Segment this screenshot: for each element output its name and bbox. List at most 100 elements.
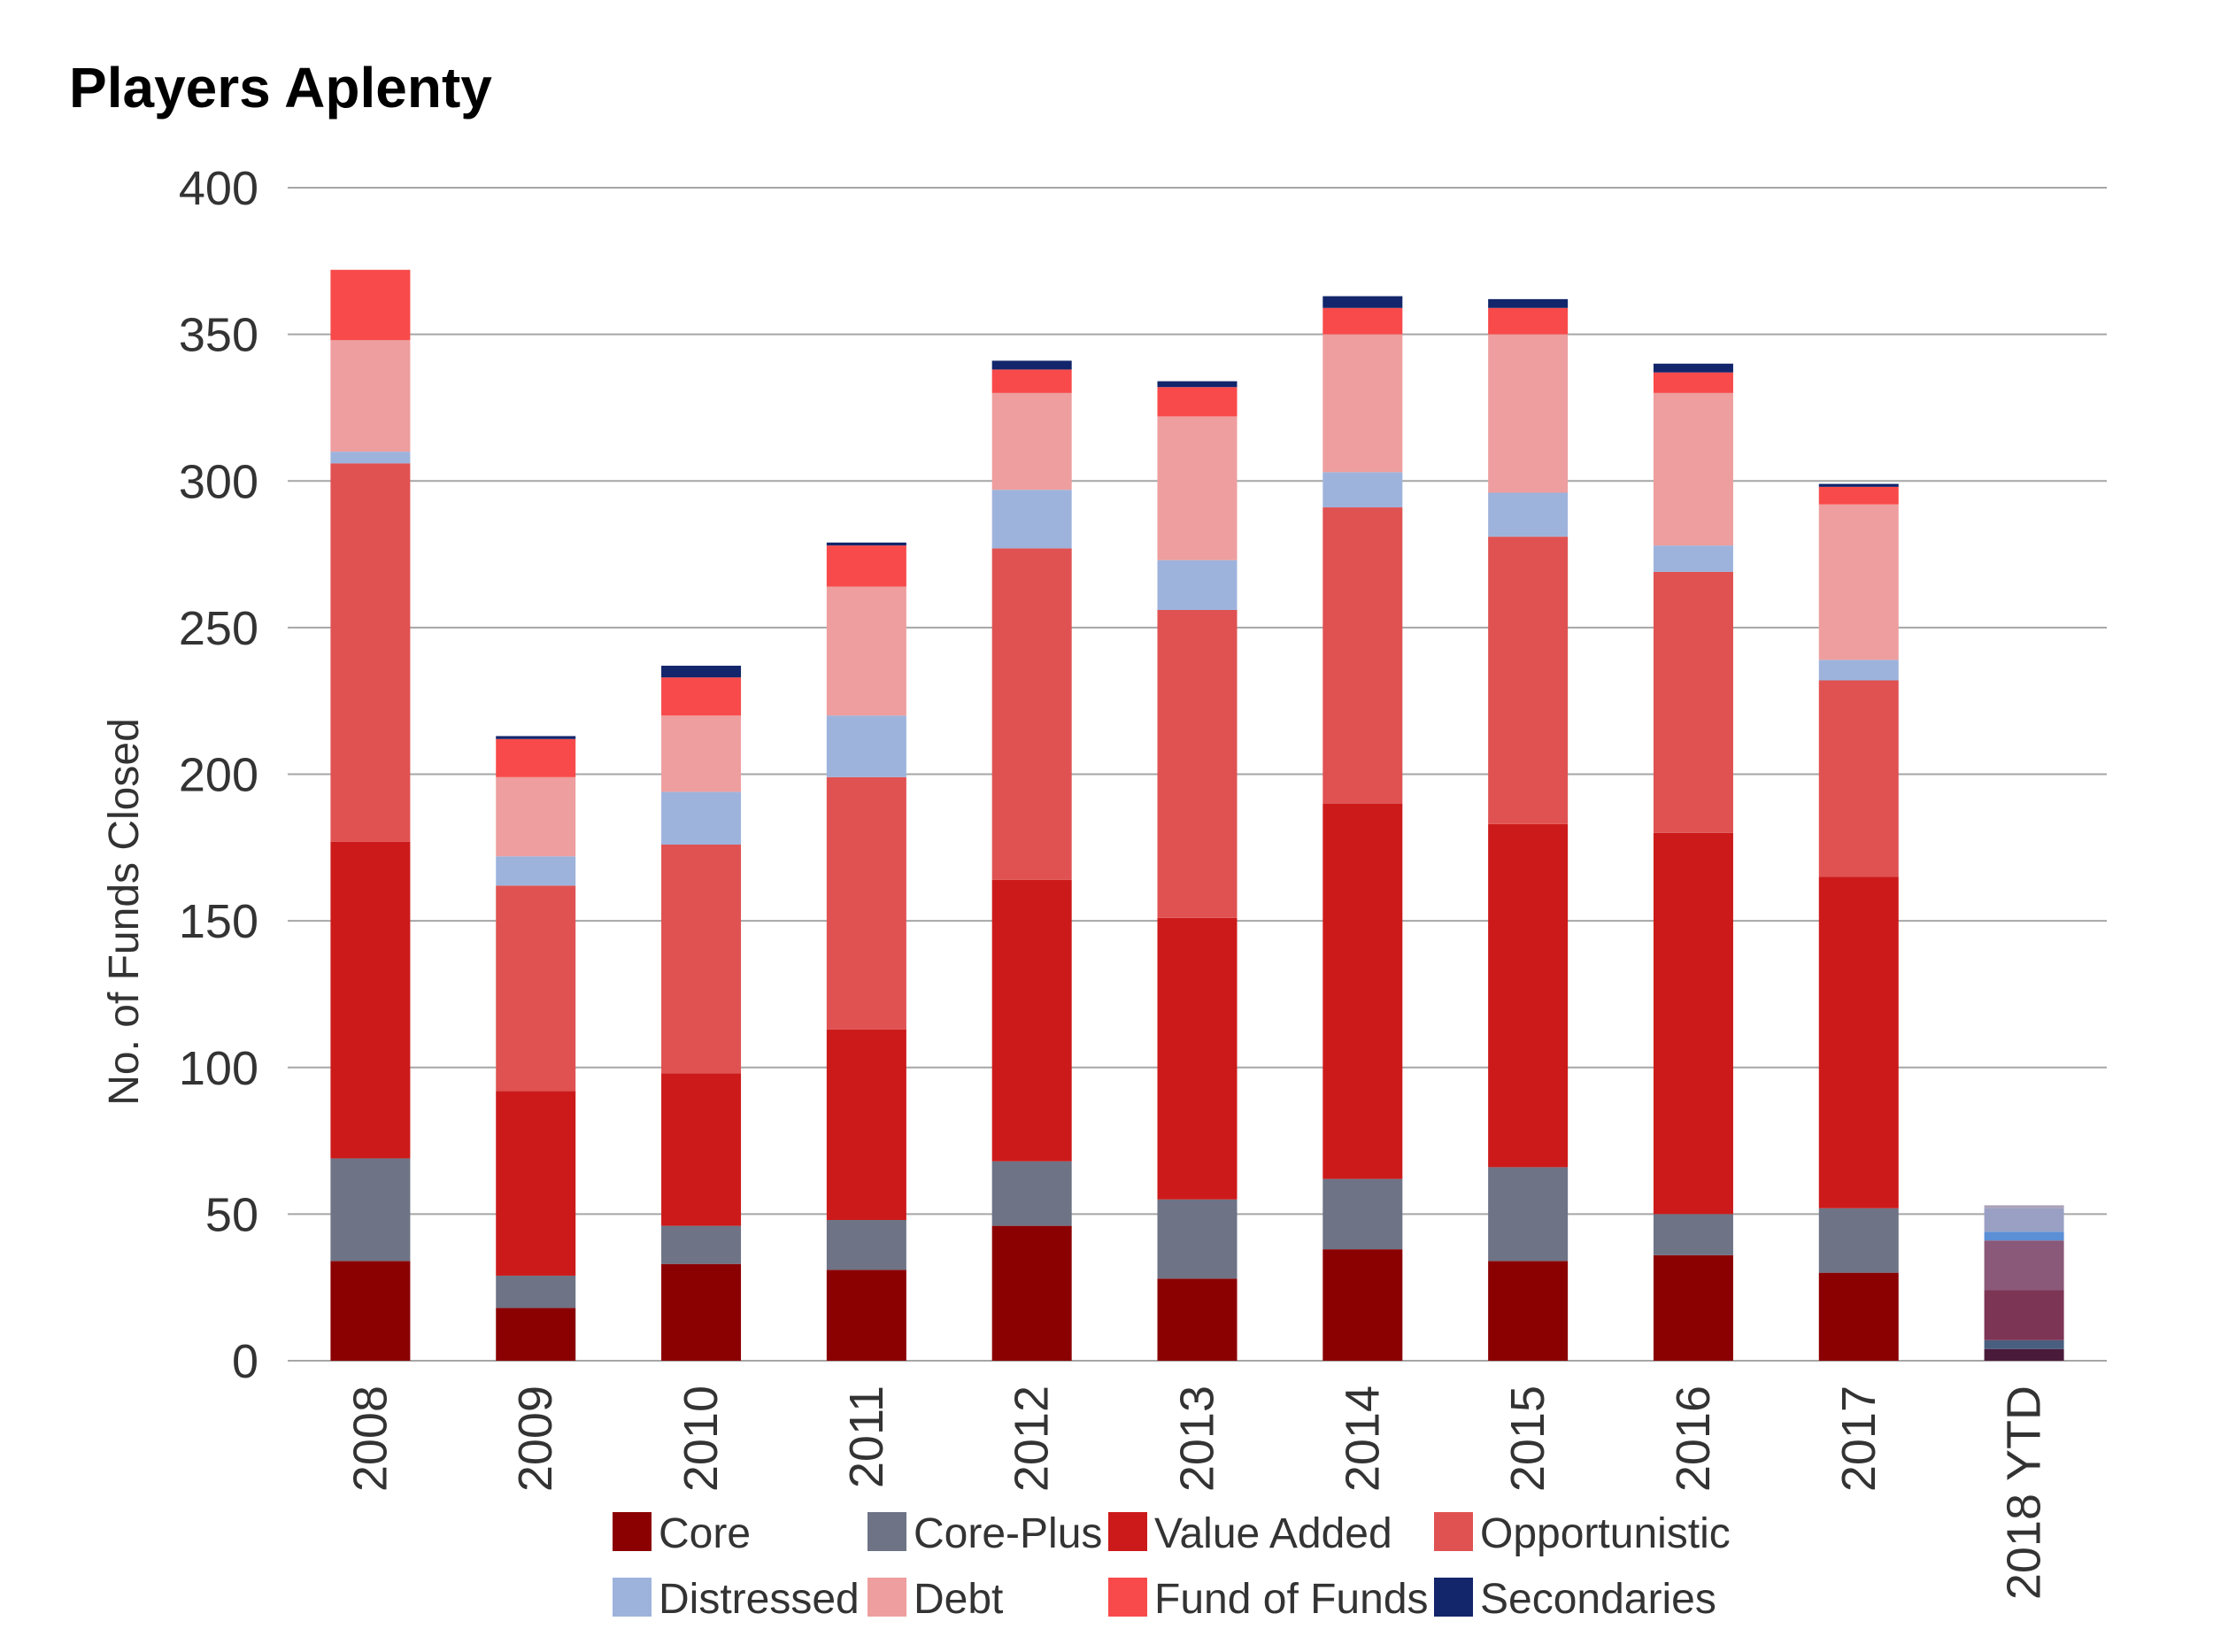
bars bbox=[330, 269, 2064, 1361]
bar-distressed-2015 bbox=[1488, 492, 1569, 537]
bar-fund-of-funds-2012 bbox=[991, 369, 1072, 393]
bar-opportunistic-2018-ytd bbox=[1984, 1240, 2064, 1291]
legend-label-distressed: Distressed bbox=[659, 1576, 860, 1623]
bar-debt-2017 bbox=[1818, 504, 1899, 660]
legend-label-fund-of-funds: Fund of Funds bbox=[1154, 1576, 1429, 1623]
bar-secondaries-2017 bbox=[1818, 483, 1899, 487]
bar-core-plus-2010 bbox=[661, 1225, 742, 1264]
bar-value-added-2013 bbox=[1157, 917, 1238, 1200]
y-tick-label: 0 bbox=[232, 1335, 258, 1388]
bar-debt-2009 bbox=[496, 776, 576, 857]
bar-core-plus-2018-ytd bbox=[1984, 1339, 2064, 1349]
bar-distressed-2009 bbox=[496, 856, 576, 886]
bar-distressed-2018-ytd bbox=[1984, 1231, 2064, 1241]
bar-opportunistic-2017 bbox=[1818, 680, 1899, 877]
bar-distressed-2017 bbox=[1818, 660, 1899, 681]
bar-distressed-2016 bbox=[1653, 545, 1733, 572]
y-axis-ticks: 0 50 100 150 200 250 300 350 400 bbox=[179, 162, 258, 1388]
bar-secondaries-2016 bbox=[1653, 363, 1733, 373]
bar-value-added-2012 bbox=[991, 879, 1072, 1162]
x-axis-ticks: 2008 2009 2010 2011 2012 2013 2014 2015 2016 2017… bbox=[343, 1386, 2050, 1600]
y-tick-label: 50 bbox=[205, 1188, 258, 1241]
bar-secondaries-2013 bbox=[1157, 381, 1238, 388]
bar-debt-2010 bbox=[661, 715, 742, 792]
bar-distressed-2014 bbox=[1322, 472, 1403, 508]
x-tick-label: 2010 bbox=[675, 1386, 728, 1492]
bar-secondaries-2014 bbox=[1322, 296, 1403, 308]
bar-value-added-2011 bbox=[826, 1029, 906, 1220]
bar-value-added-2014 bbox=[1322, 803, 1403, 1179]
legend-swatch-fund-of-funds bbox=[1108, 1578, 1147, 1617]
bar-value-added-2016 bbox=[1653, 832, 1733, 1215]
bar-fund-of-funds-2014 bbox=[1322, 307, 1403, 335]
legend-label-opportunistic: Opportunistic bbox=[1480, 1510, 1731, 1557]
bar-distressed-2008 bbox=[330, 452, 411, 464]
y-tick-label: 300 bbox=[179, 455, 258, 508]
bar-opportunistic-2015 bbox=[1488, 537, 1569, 824]
bar-core-2009 bbox=[496, 1308, 576, 1361]
chart-title: Players Aplenty bbox=[69, 56, 492, 120]
bar-debt-2015 bbox=[1488, 334, 1569, 493]
bar-opportunistic-2008 bbox=[330, 463, 411, 842]
bar-core-2017 bbox=[1818, 1272, 1899, 1361]
y-axis-label: No. of Funds Closed bbox=[101, 718, 148, 1106]
bar-secondaries-2010 bbox=[661, 665, 742, 678]
bar-secondaries-2015 bbox=[1488, 298, 1569, 308]
bar-core-2015 bbox=[1488, 1261, 1569, 1361]
bar-opportunistic-2016 bbox=[1653, 571, 1733, 833]
bar-core-plus-2016 bbox=[1653, 1214, 1733, 1255]
bar-core-2012 bbox=[991, 1225, 1072, 1361]
x-tick-label: 2018 YTD bbox=[1998, 1386, 2051, 1600]
legend-swatch-distressed bbox=[613, 1578, 652, 1617]
bar-distressed-2011 bbox=[826, 715, 906, 777]
legend-label-debt: Debt bbox=[914, 1576, 1003, 1623]
y-tick-label: 350 bbox=[179, 309, 258, 362]
legend-label-core-plus: Core-Plus bbox=[914, 1510, 1102, 1557]
legend-swatch-core bbox=[613, 1512, 652, 1551]
y-tick-label: 200 bbox=[179, 749, 258, 802]
bar-core-2008 bbox=[330, 1261, 411, 1361]
bar-fund-of-funds-2010 bbox=[661, 677, 742, 716]
bar-fund-of-funds-2016 bbox=[1653, 372, 1733, 393]
bar-value-added-2010 bbox=[661, 1073, 742, 1226]
legend: Core Core-Plus Value Added Opportunistic Dis… bbox=[613, 1510, 1731, 1623]
bar-secondaries-2012 bbox=[991, 360, 1072, 370]
bar-core-2018-ytd bbox=[1984, 1348, 2064, 1361]
bar-fund-of-funds-2015 bbox=[1488, 307, 1569, 335]
bar-core-plus-2008 bbox=[330, 1158, 411, 1262]
bar-core-plus-2017 bbox=[1818, 1208, 1899, 1273]
bar-debt-2013 bbox=[1157, 416, 1238, 560]
bar-opportunistic-2009 bbox=[496, 885, 576, 1092]
bar-opportunistic-2011 bbox=[826, 776, 906, 1030]
x-tick-label: 2017 bbox=[1832, 1386, 1885, 1492]
x-tick-label: 2015 bbox=[1501, 1386, 1554, 1492]
bar-core-plus-2014 bbox=[1322, 1178, 1403, 1250]
x-tick-label: 2016 bbox=[1667, 1386, 1720, 1492]
bar-secondaries-2011 bbox=[826, 542, 906, 546]
bar-debt-2012 bbox=[991, 392, 1072, 490]
bar-distressed-2013 bbox=[1157, 560, 1238, 610]
x-tick-label: 2014 bbox=[1336, 1386, 1389, 1492]
x-tick-label: 2013 bbox=[1171, 1386, 1224, 1492]
bar-core-2010 bbox=[661, 1263, 742, 1361]
bar-core-plus-2009 bbox=[496, 1275, 576, 1308]
bar-debt-2008 bbox=[330, 340, 411, 452]
bar-debt-2016 bbox=[1653, 392, 1733, 546]
bar-value-added-2015 bbox=[1488, 823, 1569, 1168]
y-tick-label: 250 bbox=[179, 602, 258, 655]
bar-opportunistic-2014 bbox=[1322, 507, 1403, 804]
bar-core-plus-2011 bbox=[826, 1220, 906, 1270]
bar-distressed-2010 bbox=[661, 791, 742, 845]
x-tick-label: 2011 bbox=[840, 1386, 893, 1488]
bar-fund-of-funds-2018-ytd bbox=[1984, 1205, 2064, 1208]
bar-value-added-2018-ytd bbox=[1984, 1290, 2064, 1340]
legend-swatch-value-added bbox=[1108, 1512, 1147, 1551]
legend-swatch-opportunistic bbox=[1434, 1512, 1473, 1551]
bar-core-plus-2013 bbox=[1157, 1199, 1238, 1279]
bar-core-2016 bbox=[1653, 1254, 1733, 1361]
bar-core-plus-2015 bbox=[1488, 1167, 1569, 1262]
y-tick-label: 100 bbox=[179, 1042, 258, 1095]
bar-opportunistic-2013 bbox=[1157, 610, 1238, 918]
